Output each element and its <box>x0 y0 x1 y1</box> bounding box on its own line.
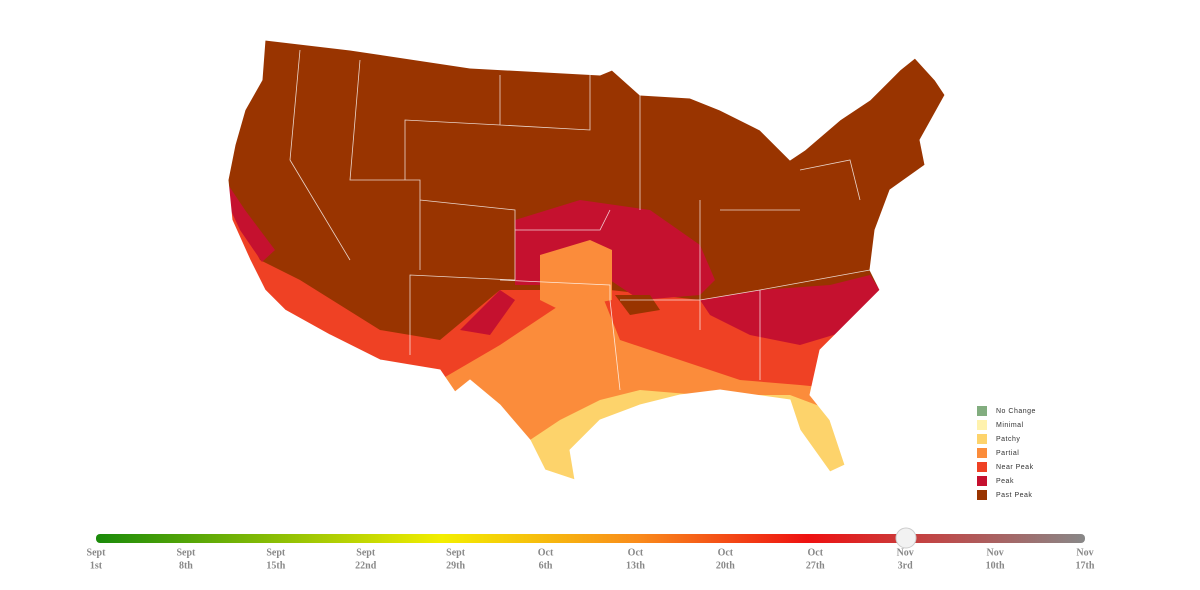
tick-month: Sept <box>266 547 286 558</box>
tick-month: Oct <box>628 547 644 558</box>
tick-day: 6th <box>539 560 553 571</box>
tick-month: Sept <box>176 547 196 558</box>
legend-swatch <box>977 406 987 416</box>
legend-label: Peak <box>996 478 1014 485</box>
peak-region <box>460 290 515 335</box>
patchy-region <box>500 390 900 480</box>
tick-day: 3rd <box>898 560 913 571</box>
legend-swatch <box>977 448 987 458</box>
legend-label: Past Peak <box>996 492 1032 499</box>
legend-swatch <box>977 462 987 472</box>
legend-swatch <box>977 420 987 430</box>
legend-label: Partial <box>996 450 1019 457</box>
tick-day: 10th <box>986 560 1005 571</box>
tick-month: Oct <box>807 547 823 558</box>
tick-day: 22nd <box>355 560 377 571</box>
foliage-map <box>228 40 945 480</box>
legend: No Change Minimal Patchy Partial Near Peak Pe… <box>977 406 1036 500</box>
tick-month: Nov <box>897 547 914 558</box>
slider-track[interactable] <box>96 534 1085 543</box>
tick-month: Sept <box>356 547 376 558</box>
tick-day: 15th <box>266 560 285 571</box>
tick-month: Nov <box>1076 547 1093 558</box>
legend-swatch <box>977 476 987 486</box>
tick-day: 1st <box>90 560 103 571</box>
legend-label: Minimal <box>996 422 1024 429</box>
tick-day: 8th <box>179 560 193 571</box>
tick-month: Sept <box>87 547 107 558</box>
slider-ticks: Sept 1st Sept 8th Sept 15th Sept 22nd Sept 29th Oc… <box>87 547 1095 571</box>
tick-month: Nov <box>986 547 1003 558</box>
peak-region <box>228 180 275 262</box>
legend-label: Patchy <box>996 436 1020 443</box>
tick-month: Oct <box>538 547 554 558</box>
tick-day: 13th <box>626 560 645 571</box>
tick-day: 17th <box>1076 560 1095 571</box>
legend-label: No Change <box>996 408 1036 415</box>
legend-swatch <box>977 434 987 444</box>
tick-day: 27th <box>806 560 825 571</box>
state-borders <box>289 49 871 391</box>
tick-day: 20th <box>716 560 735 571</box>
legend-label: Near Peak <box>996 464 1034 471</box>
legend-swatch <box>977 490 987 500</box>
tick-month: Sept <box>446 547 466 558</box>
slider-thumb[interactable] <box>895 527 917 549</box>
tick-month: Oct <box>718 547 734 558</box>
tick-day: 29th <box>446 560 465 571</box>
